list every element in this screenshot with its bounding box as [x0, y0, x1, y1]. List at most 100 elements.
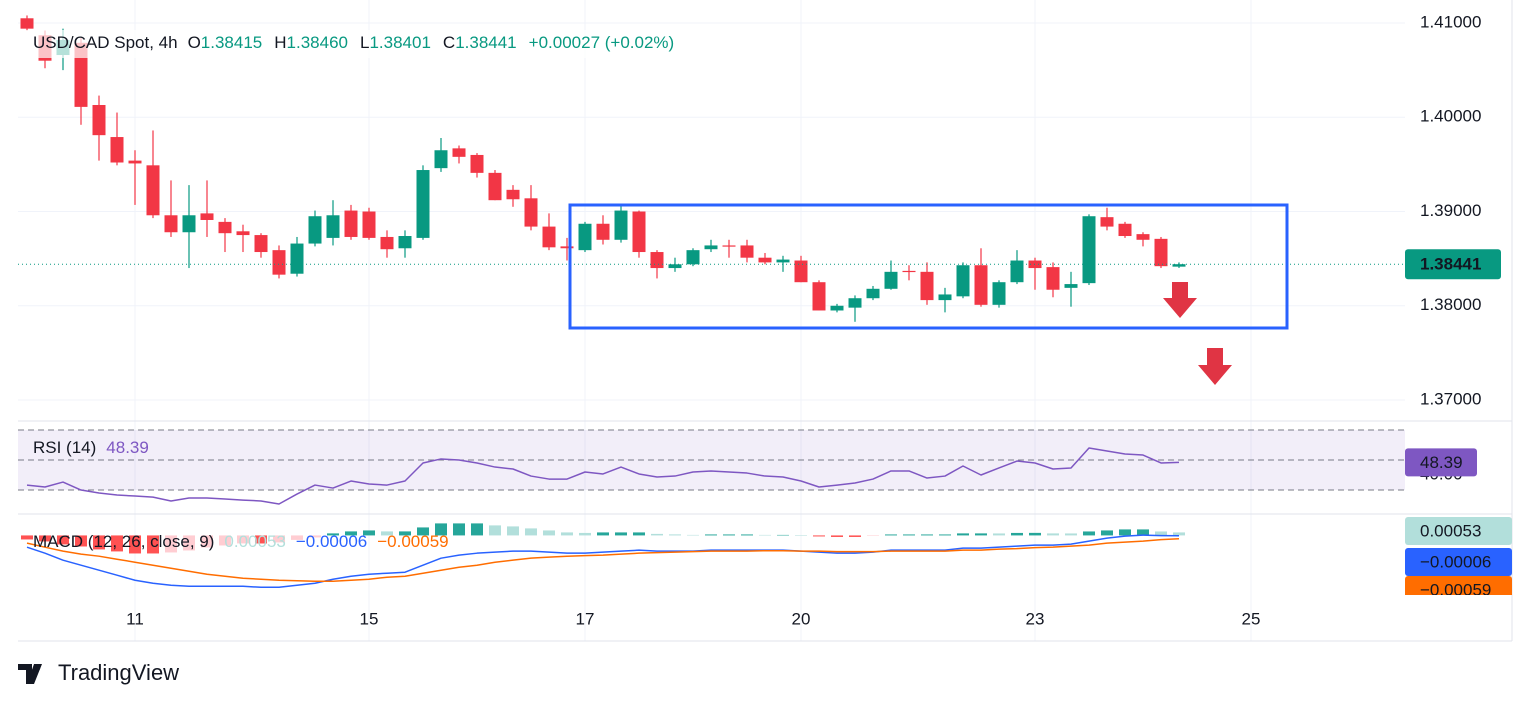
candle-body [1064, 284, 1078, 288]
candle-body [650, 252, 664, 269]
macd-histogram-bar [723, 534, 735, 536]
candle-body [740, 245, 754, 258]
macd-badge [1405, 517, 1512, 545]
macd-histogram-bar [1137, 529, 1149, 536]
macd-histogram-bar [399, 531, 411, 536]
range-box [568, 203, 1289, 330]
macd-histogram-bar [111, 535, 123, 552]
macd-histogram-bar [165, 535, 177, 553]
macd-histogram-bar [1011, 532, 1023, 536]
candle-body [398, 236, 412, 249]
high-label: H [274, 33, 286, 52]
macd-histogram-bar [489, 525, 501, 536]
macd-histogram-bar [597, 532, 609, 536]
macd-histogram-bar [1155, 531, 1167, 536]
candle-body [488, 172, 502, 201]
candle-body [812, 282, 826, 311]
candle-body [560, 246, 574, 249]
y-tick-label: 1.37000 [1420, 390, 1481, 409]
macd-histogram-bar [633, 532, 645, 536]
candle-body [74, 42, 88, 107]
x-tick-label: 25 [1242, 609, 1261, 628]
macd-badge-text: 0.00053 [1420, 521, 1481, 540]
macd-histogram-bar [543, 530, 555, 536]
macd-histogram-bar [381, 531, 393, 536]
y-tick-label: 1.38000 [1420, 295, 1481, 314]
candle-body [668, 264, 682, 269]
candle-body [200, 213, 214, 220]
macd-histogram-bar [1065, 533, 1077, 536]
macd-badge-text: −0.00006 [1420, 552, 1491, 571]
macd-histogram-bar [525, 528, 537, 536]
rsi-title: RSI (14) [33, 438, 96, 457]
low-value: 1.38401 [369, 33, 430, 52]
candle-body [1172, 264, 1186, 267]
macd-histogram-bar [93, 535, 105, 550]
candle-body [380, 236, 394, 250]
candle-body [614, 210, 628, 240]
macd-histogram-bar [1101, 530, 1113, 536]
axes: 11 15 17 20 23 25 1.41000 1.40000 1.39000 1.38000… [126, 12, 1512, 628]
rsi-legend: RSI (14) 48.39 [33, 438, 149, 457]
macd-histogram-bar [813, 535, 825, 537]
macd-histogram-bar [183, 535, 195, 551]
macd-histogram-bar [237, 535, 249, 544]
macd-line-value: −0.00006 [296, 532, 367, 551]
macd-histogram-bar [1083, 531, 1095, 536]
candle-body [920, 271, 934, 301]
indicators [18, 429, 1405, 589]
macd-badge [1405, 548, 1512, 576]
candle-body [848, 298, 862, 308]
macd-histogram-bar [507, 526, 519, 536]
y-tick-label: 1.41000 [1420, 12, 1481, 31]
open-label: O [188, 33, 201, 52]
rsi-badge-text: 48.39 [1420, 453, 1463, 472]
macd-histogram-bar [777, 534, 789, 536]
macd-hist-value: 0.00053 [224, 532, 285, 551]
candle-body [110, 137, 124, 163]
close-label: C [443, 33, 455, 52]
macd-histogram-bar [21, 535, 33, 540]
rsi-value: 48.39 [106, 438, 149, 457]
down-arrow [1198, 348, 1232, 385]
candle-body [1100, 217, 1114, 227]
candle-body [470, 154, 484, 173]
x-tick-label: 23 [1026, 609, 1045, 628]
macd-histogram-bar [75, 535, 87, 547]
macd-histogram-bar [273, 535, 285, 543]
macd-histogram-bar [939, 534, 951, 536]
price-badge-text: 1.38441 [1420, 255, 1481, 274]
macd-histogram-bar [453, 523, 465, 536]
macd-histogram-bar [255, 535, 267, 544]
macd-histogram-bar [885, 534, 897, 536]
symbol: USD/CAD Spot, 4h [33, 33, 178, 52]
candle-body [542, 226, 556, 248]
macd-badge [1405, 576, 1512, 595]
candle-body [218, 221, 232, 234]
macd-histogram-bar [57, 535, 69, 545]
candle-body [20, 18, 34, 29]
candle-body [362, 211, 376, 238]
candle-body [236, 231, 250, 236]
brand-logo-dot [33, 664, 41, 672]
candle-body [254, 235, 268, 253]
macd-histogram-bar [363, 530, 375, 536]
macd-histogram-bar [993, 533, 1005, 536]
macd-title: MACD (12, 26, close, 9) [33, 532, 214, 551]
candle-body [146, 165, 160, 216]
macd-histogram-bar [1119, 529, 1131, 536]
price-legend: USD/CAD Spot, 4h O1.38415 H1.38460 L1.38401… [33, 33, 674, 52]
macd-histogram-bar [1047, 533, 1059, 536]
macd-histogram-bar [849, 535, 861, 537]
macd-histogram-bar [903, 534, 915, 536]
candle-body [866, 288, 880, 299]
macd-histogram-bar [759, 534, 771, 536]
macd-histogram-bar [309, 535, 321, 538]
macd-histogram-bar [795, 535, 807, 536]
macd-histogram-bar [129, 535, 141, 554]
macd-histogram-bar [615, 532, 627, 536]
candle-body [272, 250, 286, 275]
candle-body [596, 223, 610, 240]
